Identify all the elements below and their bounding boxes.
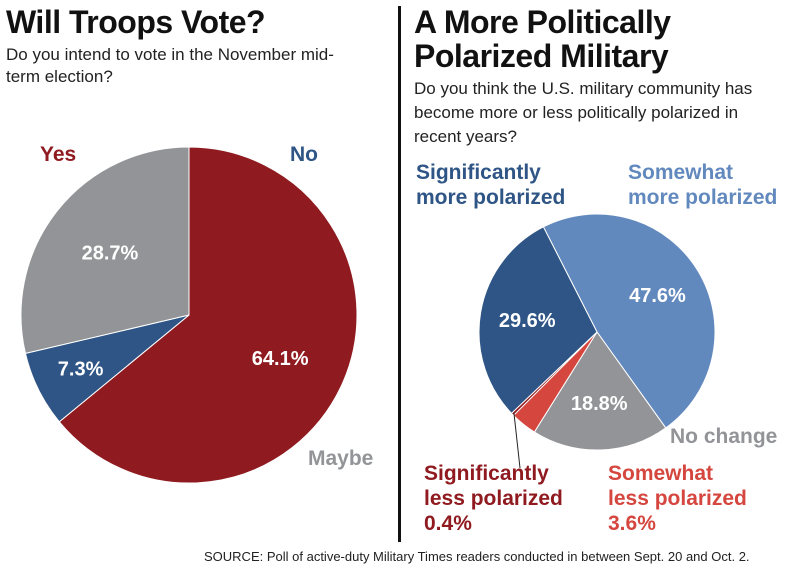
label-maybe: Maybe [308, 447, 374, 470]
right-pie-value-label-0: 47.6% [629, 285, 686, 307]
right-chart-question-line-2: become more or less politically polarize… [414, 103, 739, 122]
left-pie-value-label-2: 28.7% [82, 242, 139, 264]
label-somewhat-less-line-1: Somewhat [608, 462, 714, 485]
right-chart-title-line-2: Polarized Military [414, 38, 669, 74]
label-somewhat-more-line-1: Somewhat [628, 161, 734, 184]
left-pie-slice-0 [58, 146, 358, 484]
left-chart-question: Do you intend to vote in the November mi… [6, 45, 334, 86]
label-no: No [290, 143, 318, 166]
label-somewhat-less-value: 3.6% [608, 512, 656, 535]
right-chart-title-line-1: A More Politically [414, 4, 671, 40]
label-significantly-less-line-2: less polarized [424, 487, 563, 510]
label-somewhat-more-line-2: more polarized [628, 186, 778, 209]
label-significantly-less-value: 0.4% [424, 512, 472, 535]
label-significantly-more-line-1: Significantly [416, 161, 541, 184]
left-chart-title: Will Troops Vote? [6, 4, 266, 40]
right-pie-value-label-4: 29.6% [499, 310, 556, 332]
right-pie-slice-0 [542, 213, 716, 429]
right-chart-question-line-1: Do you think the U.S. military community… [414, 79, 753, 98]
right-pie-slice-4 [478, 226, 598, 415]
label-significantly-less-line-1: Significantly [424, 462, 549, 485]
right-pie-value-label-1: 18.8% [571, 393, 628, 415]
source-note: SOURCE: Poll of active-duty Military Tim… [204, 549, 750, 564]
right-pie: 47.6% 18.8% 29.6% [478, 213, 716, 469]
right-chart-question-line-3: recent years? [414, 127, 517, 146]
label-yes: Yes [40, 143, 77, 166]
right-pie-leader-line [513, 412, 521, 469]
left-pie: 64.1% 7.3% 28.7% [20, 146, 358, 484]
label-somewhat-less-line-2: less polarized [608, 487, 747, 510]
left-pie-value-label-0: 64.1% [252, 348, 309, 370]
left-pie-slice-2 [20, 146, 190, 355]
panel-divider [398, 6, 401, 542]
label-no-change: No change [670, 425, 778, 448]
right-pie-slice-1 [533, 331, 667, 451]
left-pie-value-label-1: 7.3% [58, 359, 104, 381]
label-significantly-more-line-2: more polarized [416, 186, 566, 209]
